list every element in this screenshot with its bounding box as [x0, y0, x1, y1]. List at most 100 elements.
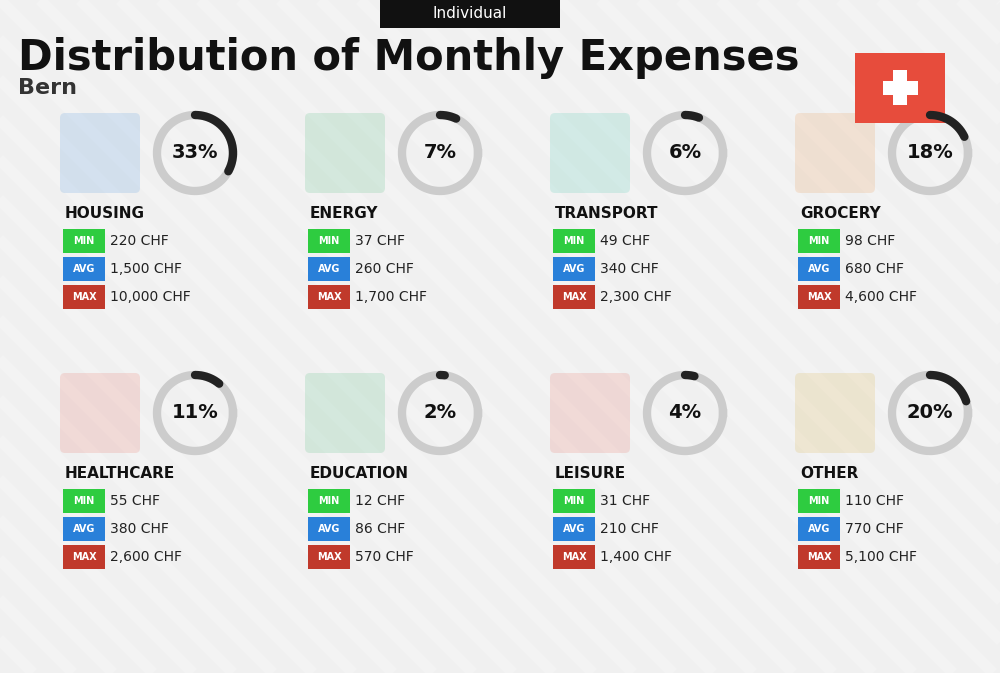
Text: MAX: MAX: [317, 552, 341, 562]
FancyBboxPatch shape: [63, 489, 105, 513]
Text: AVG: AVG: [318, 264, 340, 274]
FancyBboxPatch shape: [308, 545, 350, 569]
Text: 380 CHF: 380 CHF: [110, 522, 169, 536]
Text: MAX: MAX: [72, 552, 96, 562]
FancyBboxPatch shape: [553, 489, 595, 513]
Text: AVG: AVG: [808, 264, 830, 274]
Text: 6%: 6%: [668, 143, 702, 162]
FancyBboxPatch shape: [795, 113, 875, 193]
Text: 37 CHF: 37 CHF: [355, 234, 405, 248]
Text: MAX: MAX: [562, 552, 586, 562]
FancyBboxPatch shape: [795, 373, 875, 453]
Text: 18%: 18%: [907, 143, 953, 162]
FancyBboxPatch shape: [308, 285, 350, 309]
Text: MIN: MIN: [808, 236, 830, 246]
FancyBboxPatch shape: [305, 373, 385, 453]
Text: 4%: 4%: [668, 404, 702, 423]
Text: 680 CHF: 680 CHF: [845, 262, 904, 276]
Text: MIN: MIN: [318, 496, 340, 506]
Text: 570 CHF: 570 CHF: [355, 550, 414, 564]
Text: OTHER: OTHER: [800, 466, 858, 481]
Text: 49 CHF: 49 CHF: [600, 234, 650, 248]
Text: Distribution of Monthly Expenses: Distribution of Monthly Expenses: [18, 37, 800, 79]
FancyBboxPatch shape: [553, 285, 595, 309]
Text: 12 CHF: 12 CHF: [355, 494, 405, 508]
FancyBboxPatch shape: [553, 517, 595, 541]
Text: HOUSING: HOUSING: [65, 205, 145, 221]
Text: 2,600 CHF: 2,600 CHF: [110, 550, 182, 564]
FancyBboxPatch shape: [550, 373, 630, 453]
FancyBboxPatch shape: [893, 70, 907, 105]
FancyBboxPatch shape: [553, 229, 595, 253]
FancyBboxPatch shape: [63, 545, 105, 569]
FancyBboxPatch shape: [798, 517, 840, 541]
Text: 1,700 CHF: 1,700 CHF: [355, 290, 427, 304]
FancyBboxPatch shape: [798, 545, 840, 569]
Text: MIN: MIN: [318, 236, 340, 246]
FancyBboxPatch shape: [308, 517, 350, 541]
Text: 98 CHF: 98 CHF: [845, 234, 895, 248]
Text: 55 CHF: 55 CHF: [110, 494, 160, 508]
FancyBboxPatch shape: [60, 373, 140, 453]
Text: 210 CHF: 210 CHF: [600, 522, 659, 536]
Text: 10,000 CHF: 10,000 CHF: [110, 290, 191, 304]
Text: MAX: MAX: [807, 552, 831, 562]
Text: MAX: MAX: [807, 292, 831, 302]
Text: TRANSPORT: TRANSPORT: [555, 205, 658, 221]
FancyBboxPatch shape: [883, 81, 918, 95]
Text: 86 CHF: 86 CHF: [355, 522, 405, 536]
Text: 340 CHF: 340 CHF: [600, 262, 659, 276]
FancyBboxPatch shape: [553, 545, 595, 569]
FancyBboxPatch shape: [308, 229, 350, 253]
Text: AVG: AVG: [318, 524, 340, 534]
Text: AVG: AVG: [73, 524, 95, 534]
Text: MAX: MAX: [317, 292, 341, 302]
Text: 4,600 CHF: 4,600 CHF: [845, 290, 917, 304]
Text: 2%: 2%: [423, 404, 457, 423]
FancyBboxPatch shape: [550, 113, 630, 193]
FancyBboxPatch shape: [305, 113, 385, 193]
Text: Individual: Individual: [433, 7, 507, 22]
Text: 1,400 CHF: 1,400 CHF: [600, 550, 672, 564]
Text: AVG: AVG: [563, 264, 585, 274]
FancyBboxPatch shape: [63, 517, 105, 541]
Text: ENERGY: ENERGY: [310, 205, 378, 221]
Text: 770 CHF: 770 CHF: [845, 522, 904, 536]
Text: 260 CHF: 260 CHF: [355, 262, 414, 276]
Text: 33%: 33%: [172, 143, 218, 162]
Text: MAX: MAX: [562, 292, 586, 302]
Text: MIN: MIN: [563, 496, 585, 506]
FancyBboxPatch shape: [798, 257, 840, 281]
Text: 2,300 CHF: 2,300 CHF: [600, 290, 672, 304]
Text: MIN: MIN: [808, 496, 830, 506]
FancyBboxPatch shape: [308, 257, 350, 281]
Text: 1,500 CHF: 1,500 CHF: [110, 262, 182, 276]
FancyBboxPatch shape: [553, 257, 595, 281]
Text: MAX: MAX: [72, 292, 96, 302]
Text: 31 CHF: 31 CHF: [600, 494, 650, 508]
FancyBboxPatch shape: [380, 0, 560, 28]
Text: 20%: 20%: [907, 404, 953, 423]
FancyBboxPatch shape: [60, 113, 140, 193]
Text: 7%: 7%: [424, 143, 456, 162]
Text: HEALTHCARE: HEALTHCARE: [65, 466, 175, 481]
Text: AVG: AVG: [808, 524, 830, 534]
Text: MIN: MIN: [73, 496, 95, 506]
Text: 110 CHF: 110 CHF: [845, 494, 904, 508]
FancyBboxPatch shape: [63, 257, 105, 281]
Text: LEISURE: LEISURE: [555, 466, 626, 481]
FancyBboxPatch shape: [798, 229, 840, 253]
FancyBboxPatch shape: [855, 53, 945, 123]
FancyBboxPatch shape: [308, 489, 350, 513]
Text: AVG: AVG: [563, 524, 585, 534]
Text: MIN: MIN: [73, 236, 95, 246]
Text: GROCERY: GROCERY: [800, 205, 881, 221]
Text: MIN: MIN: [563, 236, 585, 246]
Text: 220 CHF: 220 CHF: [110, 234, 169, 248]
Text: EDUCATION: EDUCATION: [310, 466, 409, 481]
Text: 5,100 CHF: 5,100 CHF: [845, 550, 917, 564]
Text: 11%: 11%: [172, 404, 218, 423]
FancyBboxPatch shape: [798, 285, 840, 309]
FancyBboxPatch shape: [63, 285, 105, 309]
FancyBboxPatch shape: [798, 489, 840, 513]
